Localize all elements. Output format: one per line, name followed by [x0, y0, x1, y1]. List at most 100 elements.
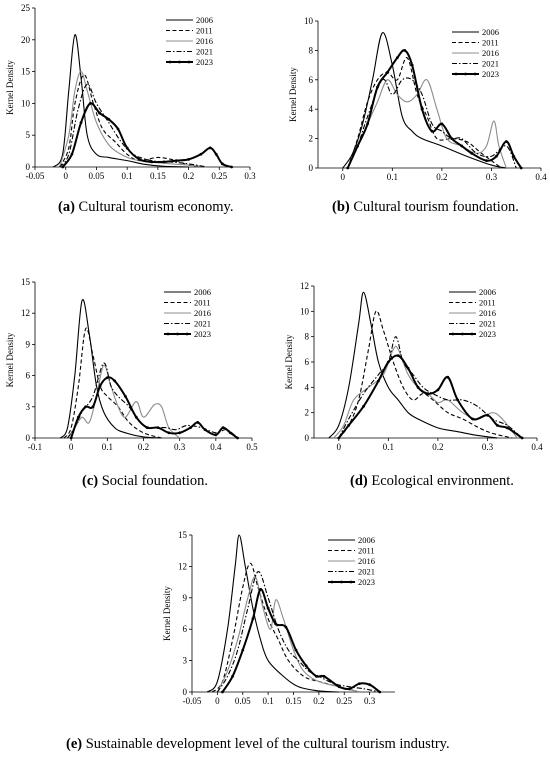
x-tick-label: 0.25 — [211, 171, 227, 181]
series-point-2023 — [495, 423, 499, 427]
series-line-2021 — [216, 571, 380, 693]
legend-label-2023: 2023 — [194, 329, 211, 339]
series-line-2006 — [52, 34, 189, 168]
series-point-2023 — [362, 404, 365, 408]
x-tick-label: 0 — [341, 172, 346, 182]
chart-0: -0.05 0 0.05 0.1 0.15 0.2 0.25 0.30510152025Ker… — [5, 3, 256, 181]
legend-marker — [464, 72, 467, 76]
series-point-2023 — [356, 144, 360, 148]
y-tick-label: 0 — [309, 163, 314, 173]
y-tick-label: 6 — [309, 75, 314, 85]
series-point-2023 — [230, 165, 233, 169]
legend-label-2016: 2016 — [194, 308, 211, 318]
series-point-2023 — [61, 165, 65, 169]
legend-label-2023: 2023 — [482, 69, 499, 79]
series-point-2023 — [378, 690, 382, 694]
legend-marker — [451, 332, 455, 336]
series-point-2023 — [430, 129, 434, 133]
series-point-2023 — [304, 664, 308, 668]
y-tick-label: 0 — [305, 433, 310, 443]
series-point-2023 — [406, 366, 410, 370]
y-tick-label: 4 — [305, 382, 310, 392]
series-point-2023 — [512, 154, 516, 158]
x-tick-label: 0.2 — [313, 696, 324, 706]
series-point-2023 — [436, 388, 440, 392]
series-point-2023 — [504, 140, 508, 143]
y-tick-label: 12 — [178, 561, 187, 571]
x-tick-label: 0.25 — [336, 696, 352, 706]
x-tick-label: 0.2 — [183, 171, 194, 181]
series-point-2023 — [138, 157, 141, 161]
series-point-2023 — [446, 375, 450, 379]
legend-label-2016: 2016 — [196, 36, 213, 46]
y-tick-label: 3 — [26, 402, 31, 412]
series-point-2023 — [77, 415, 80, 419]
y-tick-label: 15 — [21, 277, 31, 287]
y-tick-label: 8 — [309, 45, 314, 55]
series-point-2023 — [347, 423, 351, 427]
series-point-2023 — [221, 426, 225, 429]
y-tick-label: 2 — [309, 134, 314, 144]
series-point-2023 — [259, 588, 262, 591]
series-point-2023 — [471, 417, 474, 421]
series-point-2023 — [105, 376, 109, 380]
y-axis-title: Kernel Density — [284, 334, 294, 389]
x-tick-label: -0.1 — [28, 442, 42, 452]
x-tick-label: 0.3 — [174, 442, 186, 452]
series-point-2023 — [167, 431, 171, 435]
legend-label-2023: 2023 — [196, 57, 213, 67]
series-point-2023 — [231, 674, 235, 678]
legend-marker — [187, 60, 191, 64]
series-point-2023 — [214, 152, 218, 156]
series-line-2021 — [67, 362, 238, 439]
legend-marker — [461, 332, 464, 336]
x-tick-label: 0.1 — [263, 696, 274, 706]
series-line-2006 — [342, 32, 507, 169]
series-point-2023 — [221, 690, 224, 694]
series-line-2016 — [67, 364, 181, 439]
y-tick-label: 6 — [26, 371, 31, 381]
series-point-2023 — [486, 413, 489, 417]
legend-label-2023: 2023 — [479, 329, 496, 339]
legend-marker — [349, 580, 353, 584]
series-point-2023 — [266, 606, 270, 610]
y-tick-label: 9 — [26, 339, 31, 349]
series-point-2023 — [220, 162, 224, 166]
legend-marker — [470, 332, 474, 336]
series-point-2023 — [79, 121, 83, 124]
x-tick-label: -0.05 — [26, 171, 45, 181]
x-tick-label: 0.2 — [436, 172, 447, 182]
series-point-2023 — [420, 107, 424, 111]
y-tick-label: 20 — [21, 35, 31, 45]
series-point-2023 — [203, 428, 207, 432]
legend-label-2016: 2016 — [479, 308, 496, 318]
series-point-2023 — [125, 146, 129, 150]
x-tick-label: 0.1 — [102, 442, 113, 452]
y-tick-label: 3 — [183, 656, 188, 666]
legend-label-2011: 2011 — [358, 546, 375, 556]
series-point-2023 — [426, 392, 430, 396]
legend-label-2006: 2006 — [358, 535, 375, 545]
series-point-2023 — [124, 395, 127, 398]
series-point-2023 — [410, 63, 414, 67]
y-tick-label: 2 — [305, 408, 310, 418]
caption-b: (b) Cultural tourism foundation. — [332, 199, 519, 215]
series-point-2023 — [251, 617, 255, 621]
series-point-2023 — [460, 144, 464, 148]
series-point-2023 — [346, 166, 350, 170]
y-tick-label: 15 — [21, 67, 31, 77]
y-tick-label: 0 — [26, 433, 31, 443]
series-point-2023 — [150, 160, 154, 164]
legend-marker — [166, 332, 170, 336]
series-point-2023 — [337, 436, 341, 440]
y-tick-label: 25 — [21, 3, 31, 13]
y-tick-label: 15 — [178, 530, 188, 540]
y-tick-label: 12 — [21, 308, 30, 318]
series-point-2023 — [294, 648, 298, 652]
series-point-2023 — [145, 426, 149, 429]
series-point-2023 — [107, 117, 111, 121]
series-point-2023 — [366, 122, 369, 126]
series-line-2016 — [216, 576, 360, 693]
